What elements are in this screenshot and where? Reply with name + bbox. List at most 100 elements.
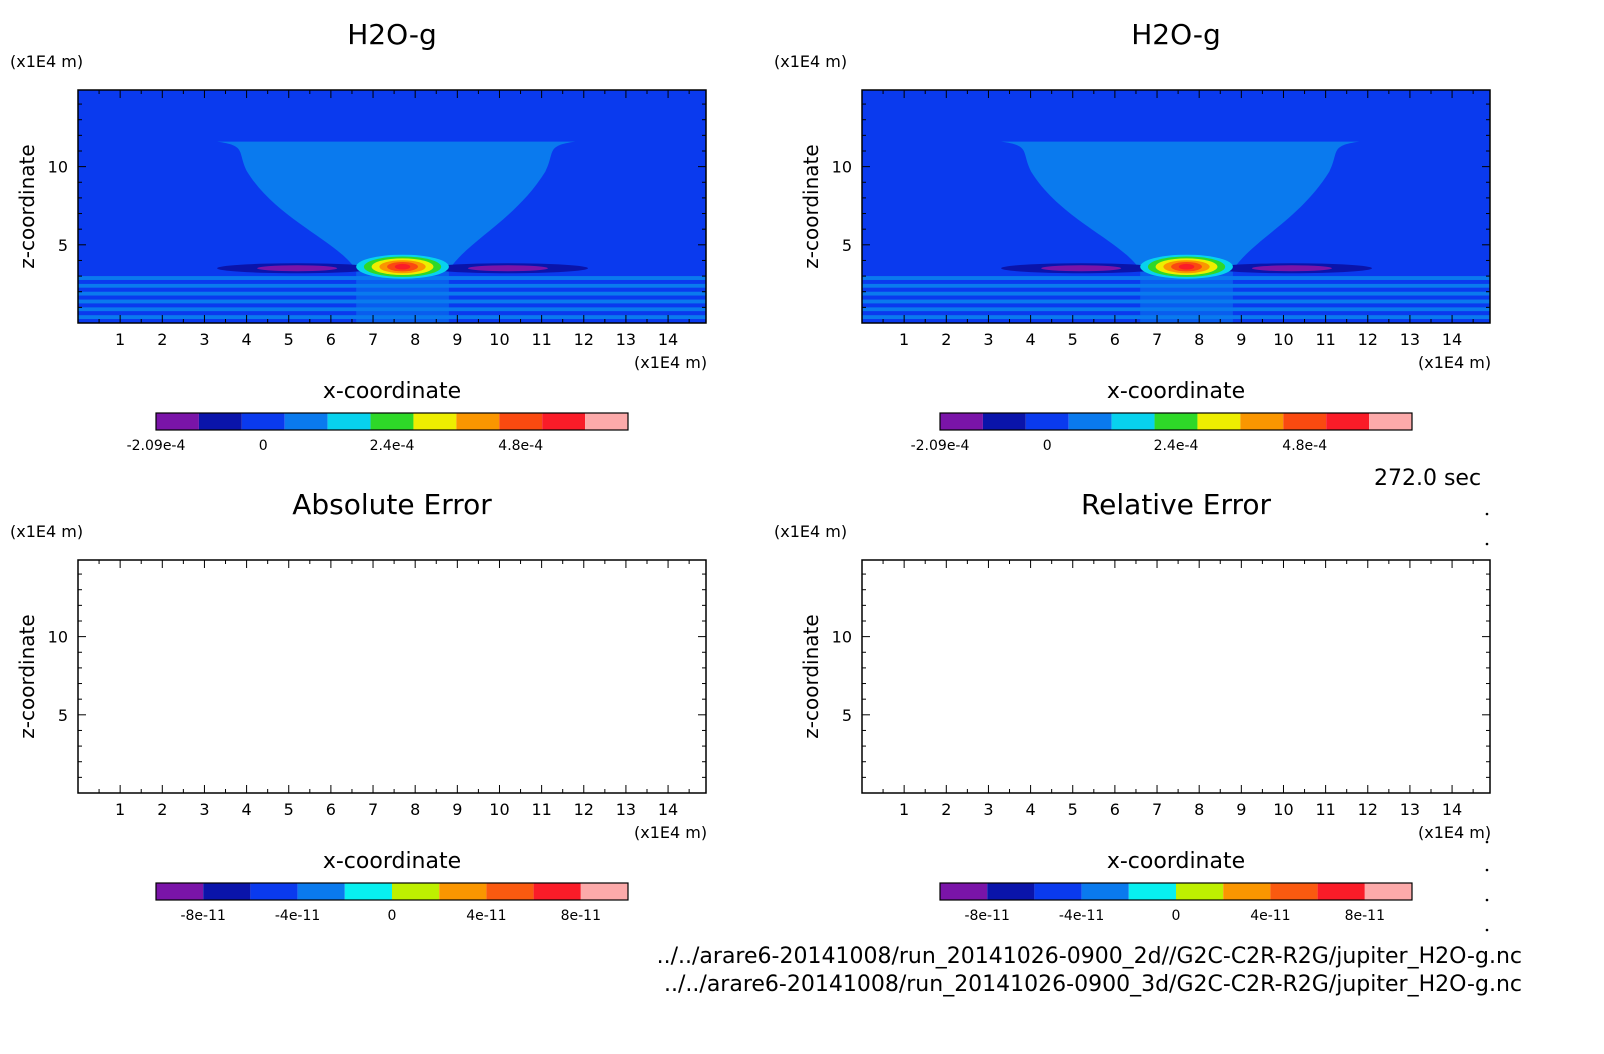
x-tick-label: 14: [1442, 330, 1462, 349]
colorbar-swatch: [297, 883, 345, 900]
y-tick-label: 10: [48, 628, 68, 647]
x-tick-label: 9: [1236, 330, 1246, 349]
colorbar-swatch: [250, 883, 298, 900]
x-tick-label: 13: [1400, 330, 1420, 349]
core-contour: [1178, 263, 1195, 270]
file-path-3d: ../../arare6-20141008/run_20141026-0900_…: [664, 972, 1522, 997]
x-tick-label: 2: [941, 800, 951, 819]
side-lobe-contour: [1251, 265, 1332, 272]
y-axis-title: z-coordinate: [799, 614, 823, 738]
x-tick-label: 6: [326, 800, 336, 819]
chart-panel: 1 2 3 4 5 6 7 8 9 10 11 12 13 14510x-coordinatez-coor…: [15, 89, 707, 454]
x-tick-label: 3: [983, 330, 993, 349]
colorbar-swatch: [344, 883, 392, 900]
chart-panel: 1 2 3 4 5 6 7 8 9 10 11 12 13 14510x-coordinatez-coor…: [799, 89, 1491, 454]
chart-panel: 1 2 3 4 5 6 7 8 9 10 11 12 13 14510x-coordinatez-coor…: [799, 559, 1491, 924]
x-tick-label: 4: [1025, 330, 1035, 349]
colorbar-swatch: [203, 883, 251, 900]
x-tick-label: 11: [531, 330, 551, 349]
x-tick-label: 7: [1152, 330, 1162, 349]
x-tick-label: 2: [157, 330, 167, 349]
x-tick-label: 5: [1068, 330, 1078, 349]
plot-frame: [77, 559, 707, 794]
colorbar-swatch: [580, 883, 628, 900]
colorbar-swatch: [156, 883, 204, 900]
x-tick-label: 11: [1315, 800, 1335, 819]
x-tick-label: 6: [1110, 800, 1120, 819]
x-tick-label: 4: [1025, 800, 1035, 819]
x-tick-label: 10: [489, 330, 509, 349]
x-tick-label: 7: [368, 800, 378, 819]
colorbar-tick-label: 4.8e-4: [498, 438, 543, 454]
y-axis-title: z-coordinate: [799, 144, 823, 268]
device-marker-dot: [1485, 840, 1489, 844]
colorbar-swatch: [370, 413, 414, 430]
x-tick-label: 5: [284, 330, 294, 349]
colorbar-swatch: [1034, 883, 1082, 900]
side-lobe-contour: [1041, 265, 1122, 272]
x-tick-label: 8: [1194, 800, 1204, 819]
colorbar-tick-label: 8e-11: [1345, 908, 1385, 924]
device-marker-dot: [1485, 512, 1489, 516]
x-tick-label: 4: [241, 800, 251, 819]
colorbar-swatch: [1128, 883, 1176, 900]
colorbar-swatch: [413, 413, 457, 430]
x-unit-label: (x1E4 m): [1418, 353, 1492, 372]
x-tick-label: 9: [452, 800, 462, 819]
x-tick-label: 4: [241, 330, 251, 349]
x-tick-label: 1: [899, 330, 909, 349]
y-tick-label: 10: [48, 158, 68, 177]
core-contour: [394, 263, 411, 270]
y-unit-label: (x1E4 m): [10, 52, 84, 71]
colorbar-swatch: [156, 413, 199, 430]
x-tick-label: 6: [326, 330, 336, 349]
colorbar-tick-label: -2.09e-4: [911, 438, 970, 454]
colorbar-frame: [939, 882, 1413, 901]
colorbar-frame: [939, 412, 1413, 431]
plume-contour: [1001, 141, 1360, 270]
x-tick-label: 14: [658, 800, 678, 819]
colorbar-swatch: [392, 883, 440, 900]
colorbar-swatch: [1025, 413, 1069, 430]
colorbar-tick-label: 0: [1172, 908, 1181, 924]
colorbar-frame: [155, 882, 629, 901]
colorbar-tick-label: 0: [259, 438, 268, 454]
colorbar-swatch: [542, 413, 586, 430]
x-tick-label: 14: [658, 330, 678, 349]
y-axis-title: z-coordinate: [15, 144, 39, 268]
panel-title: H2O-g: [1131, 18, 1221, 51]
device-marker-dot: [1485, 898, 1489, 902]
plot-frame: [861, 559, 1491, 794]
x-tick-label: 10: [489, 800, 509, 819]
colorbar-tick-label: -8e-11: [964, 908, 1009, 924]
colorbar-swatch: [1270, 883, 1318, 900]
x-tick-label: 12: [574, 800, 594, 819]
x-tick-label: 2: [941, 330, 951, 349]
colorbar-swatch: [1176, 883, 1224, 900]
colorbar-swatch: [1068, 413, 1112, 430]
colorbar-swatch: [1283, 413, 1327, 430]
colorbar-swatch: [1364, 883, 1412, 900]
x-axis-title: x-coordinate: [323, 849, 461, 874]
colorbar-swatch: [982, 413, 1026, 430]
x-tick-label: 3: [199, 330, 209, 349]
x-tick-label: 3: [983, 800, 993, 819]
file-path-2d: ../../arare6-20141008/run_20141026-0900_…: [656, 944, 1522, 969]
plot-frame: [77, 89, 707, 324]
colorbar-swatch: [1197, 413, 1241, 430]
x-tick-label: 11: [531, 800, 551, 819]
x-tick-label: 9: [1236, 800, 1246, 819]
y-tick-label: 10: [832, 628, 852, 647]
x-tick-label: 12: [1358, 800, 1378, 819]
x-tick-label: 5: [1068, 800, 1078, 819]
y-tick-label: 5: [842, 236, 852, 255]
colorbar-tick-label: 8e-11: [561, 908, 601, 924]
colorbar-tick-label: -2.09e-4: [127, 438, 186, 454]
colorbar-swatch: [439, 883, 487, 900]
y-tick-label: 5: [58, 706, 68, 725]
panel-title: H2O-g: [347, 18, 437, 51]
colorbar-tick-label: 4e-11: [466, 908, 506, 924]
contour-field: [78, 90, 706, 323]
x-tick-label: 13: [616, 800, 636, 819]
x-tick-label: 13: [1400, 800, 1420, 819]
